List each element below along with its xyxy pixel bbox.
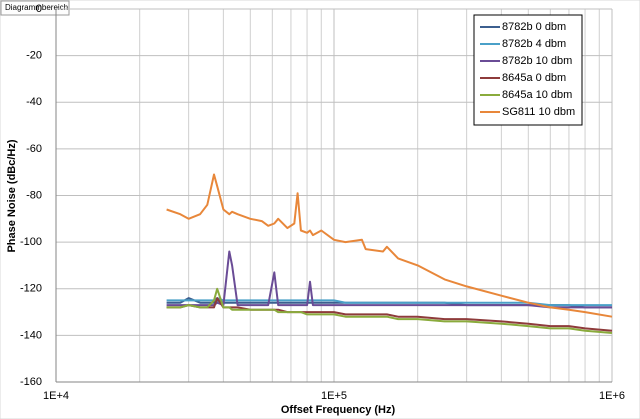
series-line [166, 297, 613, 332]
y-axis-title: Phase Noise (dBc/Hz) [6, 139, 18, 252]
y-tick-label: -120 [20, 283, 42, 295]
y-tick-label: -40 [26, 96, 42, 108]
y-tick-label: 0 [36, 3, 42, 15]
legend-label: SG811 10 dbm [502, 106, 575, 118]
x-axis-title: Offset Frequency (Hz) [281, 404, 396, 416]
y-tick-label: -100 [20, 236, 42, 248]
legend-label: 8645a 0 dbm [502, 72, 566, 84]
y-tick-label: -140 [20, 329, 42, 341]
y-tick-label: -80 [26, 189, 42, 201]
legend-label: 8645a 10 dbm [502, 89, 572, 101]
legend-label: 8782b 10 dbm [502, 55, 572, 67]
tooltip: Diagrammbereich [5, 3, 68, 12]
x-tick-label: 1E+5 [321, 390, 347, 402]
legend-box [473, 14, 583, 126]
y-tick-label: -20 [26, 50, 42, 62]
x-tick-label: 1E+6 [599, 390, 625, 402]
y-tick-label: -160 [20, 376, 42, 388]
tooltip-box [0, 0, 70, 16]
legend-label: 8782b 0 dbm [502, 21, 566, 33]
x-tick-label: 1E+4 [43, 390, 69, 402]
series-line [166, 173, 613, 318]
series-line [166, 287, 613, 334]
y-tick-label: -60 [26, 143, 42, 155]
legend-label: 8782b 4 dbm [502, 38, 566, 50]
